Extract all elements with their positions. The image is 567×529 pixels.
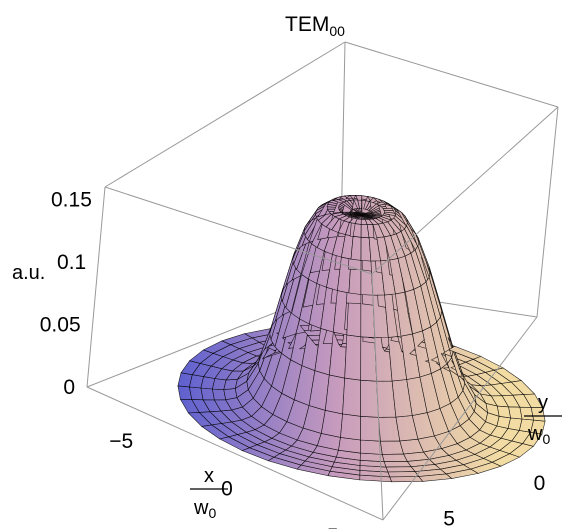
y-tick-label: 5	[443, 508, 455, 529]
surface-patch	[381, 453, 408, 463]
box-edge-bottom-front-right	[382, 316, 538, 521]
box-edge-top-front-right	[371, 106, 559, 275]
y-tick-label: 0	[534, 472, 546, 495]
surface-patch	[383, 461, 412, 468]
surface-patch	[387, 471, 420, 478]
x-axis-label: x w0	[190, 465, 228, 521]
surface-patch	[385, 466, 416, 473]
surface-patch	[320, 409, 343, 438]
x-axis-label-denominator: w0	[193, 497, 216, 521]
z-tick-label: 0.05	[40, 314, 81, 337]
surface-patch	[389, 476, 424, 483]
x-tick-label: −5	[109, 430, 133, 453]
z-axis-label: a.u.	[12, 262, 45, 284]
surface-patch	[342, 377, 362, 417]
surface-patch	[344, 334, 362, 381]
box-edge-vertical-front	[371, 273, 384, 521]
box-edge-top-back-right	[344, 41, 559, 108]
x-tick-label: 5	[327, 525, 339, 529]
surface-patch	[350, 235, 362, 261]
z-tick-label: 0.1	[57, 251, 86, 274]
z-tick-label: 0.15	[51, 189, 92, 212]
surface-patch	[360, 379, 379, 418]
box-edge-vertical-right	[536, 106, 559, 318]
surface-mesh	[177, 194, 546, 483]
bounding-box-front	[86, 106, 559, 521]
box-edge-top-back-left	[104, 41, 346, 188]
surface-patch	[360, 439, 383, 455]
chart-title: TEM00	[285, 13, 345, 39]
box-edge-vertical-left	[86, 186, 106, 388]
y-axis-label: y w0	[524, 392, 562, 447]
y-axis-label-denominator: w0	[527, 423, 550, 447]
y-axis-label-numerator: y	[538, 392, 548, 414]
z-tick-label: 0	[63, 376, 75, 399]
box-edge-top-front-left	[104, 186, 373, 275]
x-axis-label-numerator: x	[204, 465, 214, 487]
surface-patch	[429, 267, 443, 312]
surface-patch	[360, 415, 381, 442]
box-edge-bottom-front-left	[86, 386, 384, 521]
surface-patch	[340, 413, 361, 441]
surface-patch	[360, 336, 377, 382]
